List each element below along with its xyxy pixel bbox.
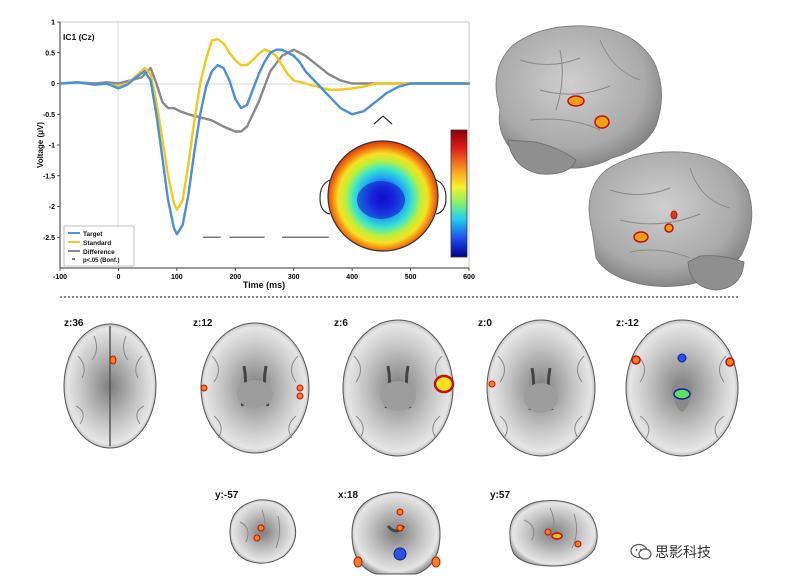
slice-z6-thalamus (380, 381, 416, 411)
legend-label-target: Target (83, 231, 103, 238)
brain-top-sulci (519, 39, 641, 131)
x-tick-label: 500 (405, 274, 417, 281)
y-tick-label: -0.5 (43, 112, 55, 119)
scalp-topography (319, 115, 468, 258)
legend-label-standard: Standard (83, 240, 111, 247)
brain-bottom-activation-1 (633, 231, 649, 243)
slice-z12-activation-right-1 (296, 384, 304, 392)
slice-x18-activation-mid (396, 524, 404, 532)
x-tick-label: 0 (116, 274, 120, 281)
slice-z36-activation (109, 355, 117, 365)
watermark-text: 思影科技 (655, 545, 711, 561)
legend-label-signif: p<.05 (Bonf.) (83, 258, 120, 264)
slice-z-12-deactivation-2 (673, 388, 691, 400)
colorbar (450, 129, 468, 258)
slice-y-57-brain (229, 499, 297, 564)
wechat-icon (630, 543, 652, 560)
legend: Target Standard Difference p<.05 (Bonf.) (63, 225, 135, 267)
slice-z36-label: z:36 (64, 318, 84, 329)
y-tick-label: -1 (49, 143, 55, 150)
slice-z-12-gyri (637, 355, 727, 439)
slice-y57 (509, 500, 598, 567)
slice-x18-activation-top (396, 508, 404, 516)
brain-bottom-cortex (588, 151, 753, 287)
slice-y57-label: y:57 (490, 490, 511, 501)
slice-y-57-activation-1 (257, 524, 265, 532)
topo-minimum (357, 181, 405, 219)
slice-x18-activation-right (431, 556, 441, 568)
slice-z12-gyri (211, 355, 299, 439)
slice-z-12-activation-right (725, 357, 735, 367)
slice-x18-activation-left (353, 556, 363, 568)
slice-x18-deactivation (393, 547, 407, 561)
series-line-target (58, 48, 471, 236)
section-divider (60, 296, 738, 298)
slice-z0 (486, 319, 596, 457)
slice-z6-gyri (353, 355, 443, 439)
slice-x18-brain (351, 491, 441, 575)
x-tick-label: 300 (288, 274, 300, 281)
slice-z12-activation-right-2 (296, 392, 304, 400)
slice-y57-activation-1 (544, 528, 552, 536)
slice-z0-activation (488, 380, 496, 388)
brain-render-top (495, 25, 662, 175)
brain-bottom-sulci (609, 167, 731, 259)
slice-y57-activation-2 (551, 532, 563, 540)
brain-top-activation-2 (594, 115, 610, 129)
slice-z-12-label: z:-12 (616, 318, 639, 329)
x-tick-label: 600 (463, 274, 475, 281)
slice-z6-activation (433, 374, 455, 394)
left-ear-shape (319, 179, 331, 215)
chart-title: IC1 (Cz) (63, 32, 95, 42)
slice-y57-activation-3 (574, 540, 582, 548)
slice-z12-thalamus (237, 380, 273, 408)
axis-ticks: -100 0 100 200 300 400 500 600 1 0.5 0 -0.5 -1 -1.5 -2… (43, 20, 475, 282)
x-tick-label: 200 (229, 274, 241, 281)
right-ear-shape (435, 179, 447, 215)
x-tick-label: 100 (171, 274, 183, 281)
series-line-standard (58, 38, 471, 211)
brain-render-bottom (588, 151, 753, 291)
slice-z12-activation-left (200, 384, 208, 392)
slice-z36 (63, 323, 157, 449)
y-tick-label: -2 (49, 204, 55, 211)
legend-label-difference: Difference (83, 249, 115, 256)
slice-x18 (351, 491, 441, 575)
brain-bottom-cerebellum (687, 255, 745, 291)
y-tick-label: 0.5 (45, 50, 55, 57)
slice-z-12 (625, 319, 739, 457)
slice-y-57-activation-2 (253, 534, 261, 542)
brain-top-cerebellum (507, 139, 577, 175)
slice-y-57 (229, 499, 297, 564)
y-tick-label: 1 (51, 20, 55, 27)
brain-bottom-activation-3 (670, 210, 678, 220)
series-layer (58, 38, 471, 236)
slice-x18-label: x:18 (338, 490, 359, 501)
slice-z6 (342, 319, 455, 457)
nose-shape (373, 115, 393, 125)
brain-top-activation-1 (567, 95, 585, 107)
slice-z36-gyri (75, 335, 145, 425)
y-tick-label: -1.5 (43, 173, 55, 180)
slice-z0-label: z:0 (478, 318, 492, 329)
slice-z0-gyri (497, 355, 585, 439)
slice-z12-label: z:12 (193, 318, 213, 329)
slice-z6-label: z:6 (334, 318, 348, 329)
x-tick-label: -100 (53, 274, 67, 281)
slice-y-57-gyri (239, 509, 281, 549)
y-tick-label: -2.5 (43, 235, 55, 242)
y-axis-label: Voltage (μV) (36, 122, 45, 168)
slice-y57-gyri (523, 507, 578, 549)
slice-z0-thalamus (524, 383, 558, 413)
slice-z12 (200, 322, 310, 454)
x-axis-label: Time (ms) (243, 280, 285, 290)
slice-z-12-deactivation-1 (677, 353, 687, 363)
x-tick-label: 400 (346, 274, 358, 281)
slice-y-57-label: y:-57 (215, 490, 239, 501)
slice-z-12-activation-left (631, 355, 641, 365)
y-tick-label: 0 (51, 81, 55, 88)
legend-swatch-signif (72, 258, 75, 260)
brain-bottom-activation-2 (664, 223, 674, 233)
